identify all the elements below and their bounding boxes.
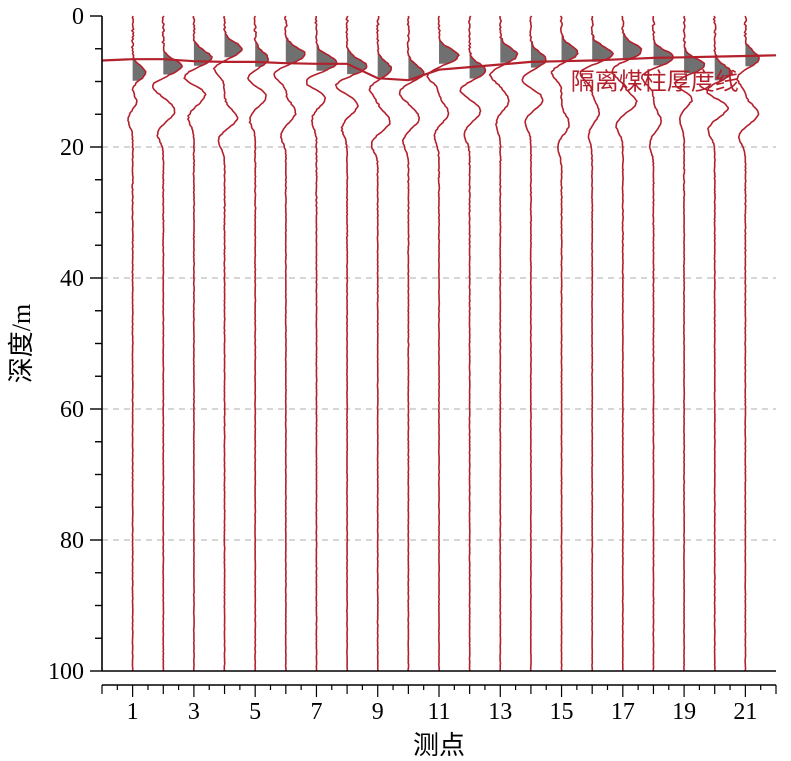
x-tick-label: 19 [672,699,696,725]
y-tick-label: 60 [60,397,84,423]
x-tick-label: 3 [188,699,200,725]
trace-fill-9 [377,50,392,78]
x-tick-label: 9 [372,699,384,725]
trace-3 [183,15,213,672]
y-tick-label: 80 [60,528,84,554]
x-tick-label: 21 [733,699,757,725]
y-tick-label: 20 [60,135,84,161]
trace-5 [247,15,270,671]
trace-fill-5 [255,40,269,67]
trace-group [127,15,760,672]
x-tick-label: 1 [127,699,139,725]
x-axis-title: 测点 [413,731,465,760]
trace-14 [521,15,547,672]
trace-fill-13 [500,36,518,63]
trace-fill-11 [439,37,459,64]
trace-2 [151,15,183,672]
trace-15 [550,15,579,671]
trace-7 [305,16,338,672]
y-tick-label: 40 [60,266,84,292]
trace-13 [488,16,519,672]
x-tick-label: 5 [249,699,261,725]
trace-fill-20 [714,54,732,81]
trace-11 [426,15,460,672]
trace-fill-4 [224,31,242,58]
trace-fill-2 [163,48,182,75]
trace-fill-21 [745,40,760,67]
annotation-label: 隔离煤柱厚度线 [571,68,739,96]
x-tick-label: 15 [550,699,574,725]
x-tick-label: 11 [427,699,450,725]
y-tick-label: 100 [48,659,84,685]
thickness-line-group [101,54,777,82]
x-tick-label: 13 [488,699,512,725]
trace-17 [611,15,643,672]
trace-20 [706,15,733,672]
y-tick-label: 0 [72,4,84,30]
trace-21 [736,15,760,672]
trace-9 [368,15,393,671]
trace-fill-8 [347,47,367,75]
x-tick-label: 7 [310,699,322,725]
trace-10 [398,15,425,672]
y-axis-title: 深度/m [7,304,36,383]
trace-18 [640,15,674,671]
trace-fill-16 [592,35,613,62]
trace-16 [579,15,615,672]
trace-fill-19 [684,47,705,74]
trace-6 [273,15,306,672]
trace-fill-15 [561,34,578,61]
trace-fill-1 [132,54,146,81]
x-tick-label: 17 [611,699,635,725]
trace-fill-17 [622,32,642,59]
grid-lines [102,146,776,541]
trace-1 [127,15,147,672]
trace-fill-10 [408,54,424,81]
trace-fill-3 [193,39,212,66]
thickness-line [101,54,777,82]
trace-12 [459,15,487,672]
trace-fill-6 [285,36,306,63]
trace-4 [212,15,243,672]
trace-8 [334,15,368,672]
trace-19 [673,15,706,671]
